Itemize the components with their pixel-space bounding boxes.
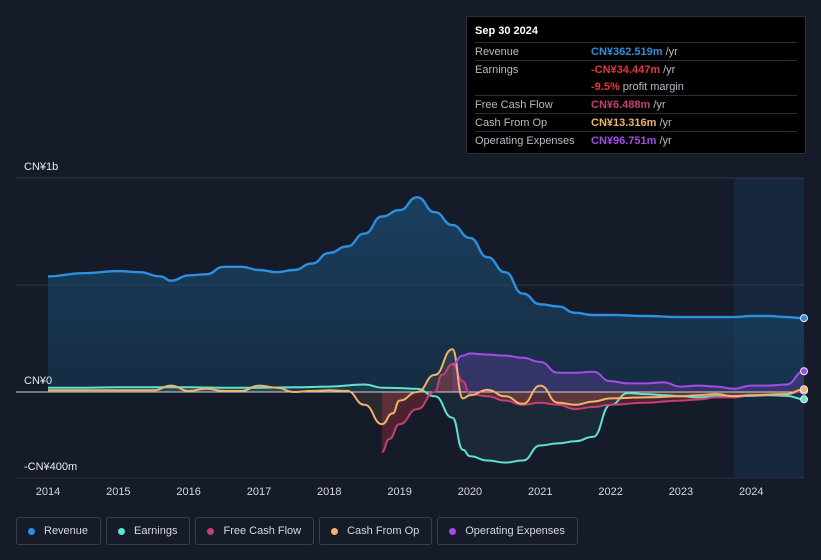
x-tick-2022: 2022 (598, 486, 622, 498)
legend-dot-icon (331, 527, 339, 535)
tooltip-row-revenue: Revenue CN¥362.519m /yr (475, 42, 797, 60)
legend-label: Free Cash Flow (223, 525, 302, 537)
tooltip-unit: /yr (663, 64, 676, 76)
x-tick-2016: 2016 (176, 486, 200, 498)
legend-label: Earnings (134, 525, 178, 537)
earnings-line (48, 383, 805, 464)
tooltip-value: -9.5% (591, 81, 620, 93)
tooltip-unit: /yr (665, 46, 678, 58)
legend-item-operating-expenses[interactable]: Operating Expenses (437, 517, 578, 545)
legend-item-free-cash-flow[interactable]: Free Cash Flow (195, 517, 315, 545)
legend-item-revenue[interactable]: Revenue (16, 517, 102, 545)
tooltip-key: Operating Expenses (475, 135, 575, 147)
revenue-area (48, 197, 804, 392)
tooltip-key: Cash From Op (475, 117, 548, 129)
operating-expenses-area (452, 353, 804, 392)
cash-from-op-area (48, 349, 804, 425)
tooltip-panel: Sep 30 2024 Revenue CN¥362.519m /yr Earn… (466, 16, 806, 154)
y-label-bottom: -CN¥400m (24, 461, 77, 473)
legend-dot-icon (449, 527, 457, 535)
legend-dot-icon (118, 527, 126, 535)
x-tick-2015: 2015 (106, 486, 130, 498)
cash-from-op-end-marker (800, 385, 808, 394)
x-tick-2024: 2024 (739, 486, 763, 498)
x-tick-2019: 2019 (387, 486, 411, 498)
tooltip-row-cash-from-op: Cash From Op CN¥13.316m /yr (475, 113, 797, 131)
free-cash-flow-line (381, 363, 805, 453)
tooltip-key: Free Cash Flow (475, 99, 553, 111)
revenue-line (47, 196, 805, 320)
x-tick-2017: 2017 (247, 486, 271, 498)
tooltip-unit: /yr (653, 99, 666, 111)
operating-expenses-line (452, 352, 805, 390)
x-tick-2018: 2018 (317, 486, 341, 498)
tooltip-row-profit-margin: -9.5% profit margin (475, 78, 797, 95)
legend: Revenue Earnings Free Cash Flow Cash Fro… (16, 517, 583, 545)
tooltip-value: CN¥6.488m (591, 99, 651, 111)
legend-label: Revenue (44, 525, 89, 537)
tooltip-row-free-cash-flow: Free Cash Flow CN¥6.488m /yr (475, 95, 797, 113)
tooltip-unit: /yr (659, 135, 672, 147)
tooltip-value: CN¥362.519m (591, 46, 663, 58)
cash-from-op-line (47, 348, 805, 426)
earnings-end-marker (800, 395, 808, 404)
x-tick-2021: 2021 (528, 486, 552, 498)
y-label-top: CN¥1b (24, 161, 58, 173)
legend-dot-icon (28, 527, 35, 535)
legend-label: Cash From Op (347, 525, 420, 537)
tooltip-date: Sep 30 2024 (475, 25, 538, 37)
revenue-end-marker (800, 314, 808, 323)
tooltip-unit: profit margin (622, 81, 684, 93)
x-tick-2023: 2023 (669, 486, 693, 498)
x-tick-2020: 2020 (458, 486, 482, 498)
legend-item-earnings[interactable]: Earnings (106, 517, 191, 545)
legend-label: Operating Expenses (465, 525, 565, 537)
operating-expenses-end-marker (800, 367, 808, 376)
x-tick-2014: 2014 (36, 486, 60, 498)
tooltip-key: Earnings (475, 64, 519, 76)
tooltip-value: CN¥13.316m (591, 117, 657, 129)
tooltip-value: -CN¥34.447m (591, 64, 661, 76)
tooltip-key: Revenue (475, 46, 520, 58)
tooltip-row-operating-expenses: Operating Expenses CN¥96.751m /yr (475, 131, 797, 149)
tooltip-row-earnings: Earnings -CN¥34.447m /yr (475, 60, 797, 78)
tooltip-value: CN¥96.751m (591, 135, 657, 147)
tooltip-unit: /yr (659, 117, 672, 129)
y-label-zero: CN¥0 (24, 375, 52, 387)
legend-dot-icon (207, 527, 215, 535)
legend-item-cash-from-op[interactable]: Cash From Op (319, 517, 433, 545)
